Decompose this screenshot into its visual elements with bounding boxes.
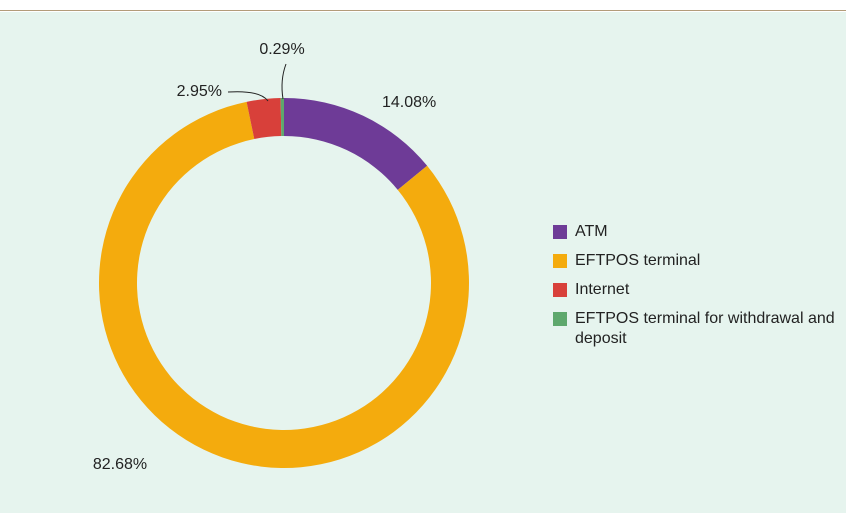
legend-label: EFTPOS terminal [575, 252, 701, 269]
data-label: 82.68% [93, 456, 147, 473]
leader-line [281, 63, 287, 100]
data-label: 2.95% [177, 83, 222, 100]
legend: ATM EFTPOS terminal Internet EFTPOS termina… [553, 222, 843, 358]
legend-label: Internet [575, 281, 630, 298]
legend-item: EFTPOS terminal for withdrawal and depos… [553, 309, 843, 349]
chart-panel [0, 12, 846, 513]
data-label: 14.08% [382, 94, 436, 111]
legend-swatch [553, 254, 567, 268]
legend-item: Internet [553, 280, 843, 300]
legend-swatch [553, 283, 567, 297]
donut-slice [246, 98, 282, 140]
leader-line [227, 91, 269, 102]
legend-label: EFTPOS terminal for withdrawal and depos… [575, 310, 835, 347]
data-label: 0.29% [259, 41, 304, 58]
legend-label: ATM [575, 223, 608, 240]
legend-item: ATM [553, 222, 843, 242]
legend-swatch [553, 312, 567, 326]
donut-slice [284, 98, 428, 190]
legend-swatch [553, 225, 567, 239]
top-rule [0, 10, 846, 11]
legend-item: EFTPOS terminal [553, 251, 843, 271]
donut-slice [280, 98, 284, 137]
